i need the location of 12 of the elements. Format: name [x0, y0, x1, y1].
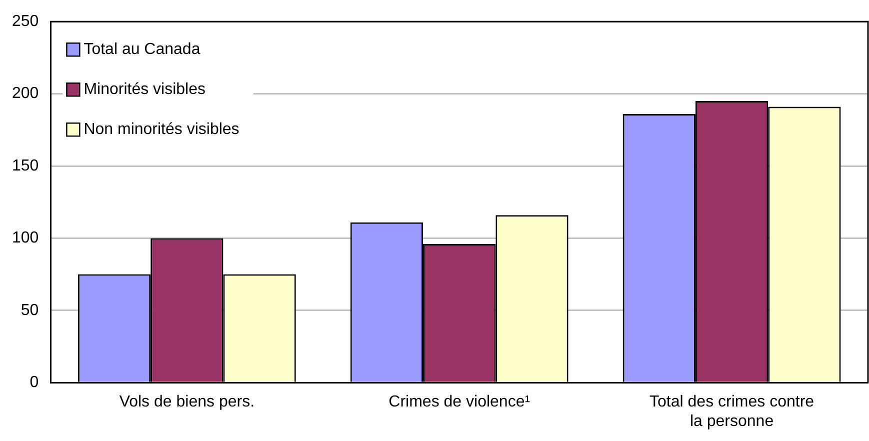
x-tick-label: Vols de biens pers.: [119, 394, 255, 411]
y-tick-label: 0: [30, 374, 39, 392]
y-tick-label: 200: [12, 85, 39, 102]
legend-label: Total au Canada: [84, 41, 200, 58]
y-tick-label: 100: [12, 230, 39, 247]
x-tick-label: Crimes de violence¹: [388, 394, 530, 411]
y-tick-label: 50: [20, 302, 39, 319]
y-tick-label: 250: [12, 13, 39, 30]
legend-label: Minorités visibles: [84, 81, 206, 98]
legend-label: Non minorités visibles: [84, 121, 240, 138]
y-tick-label: 150: [12, 157, 39, 174]
x-tick-label: Total des crimes contre la personne: [650, 394, 814, 430]
